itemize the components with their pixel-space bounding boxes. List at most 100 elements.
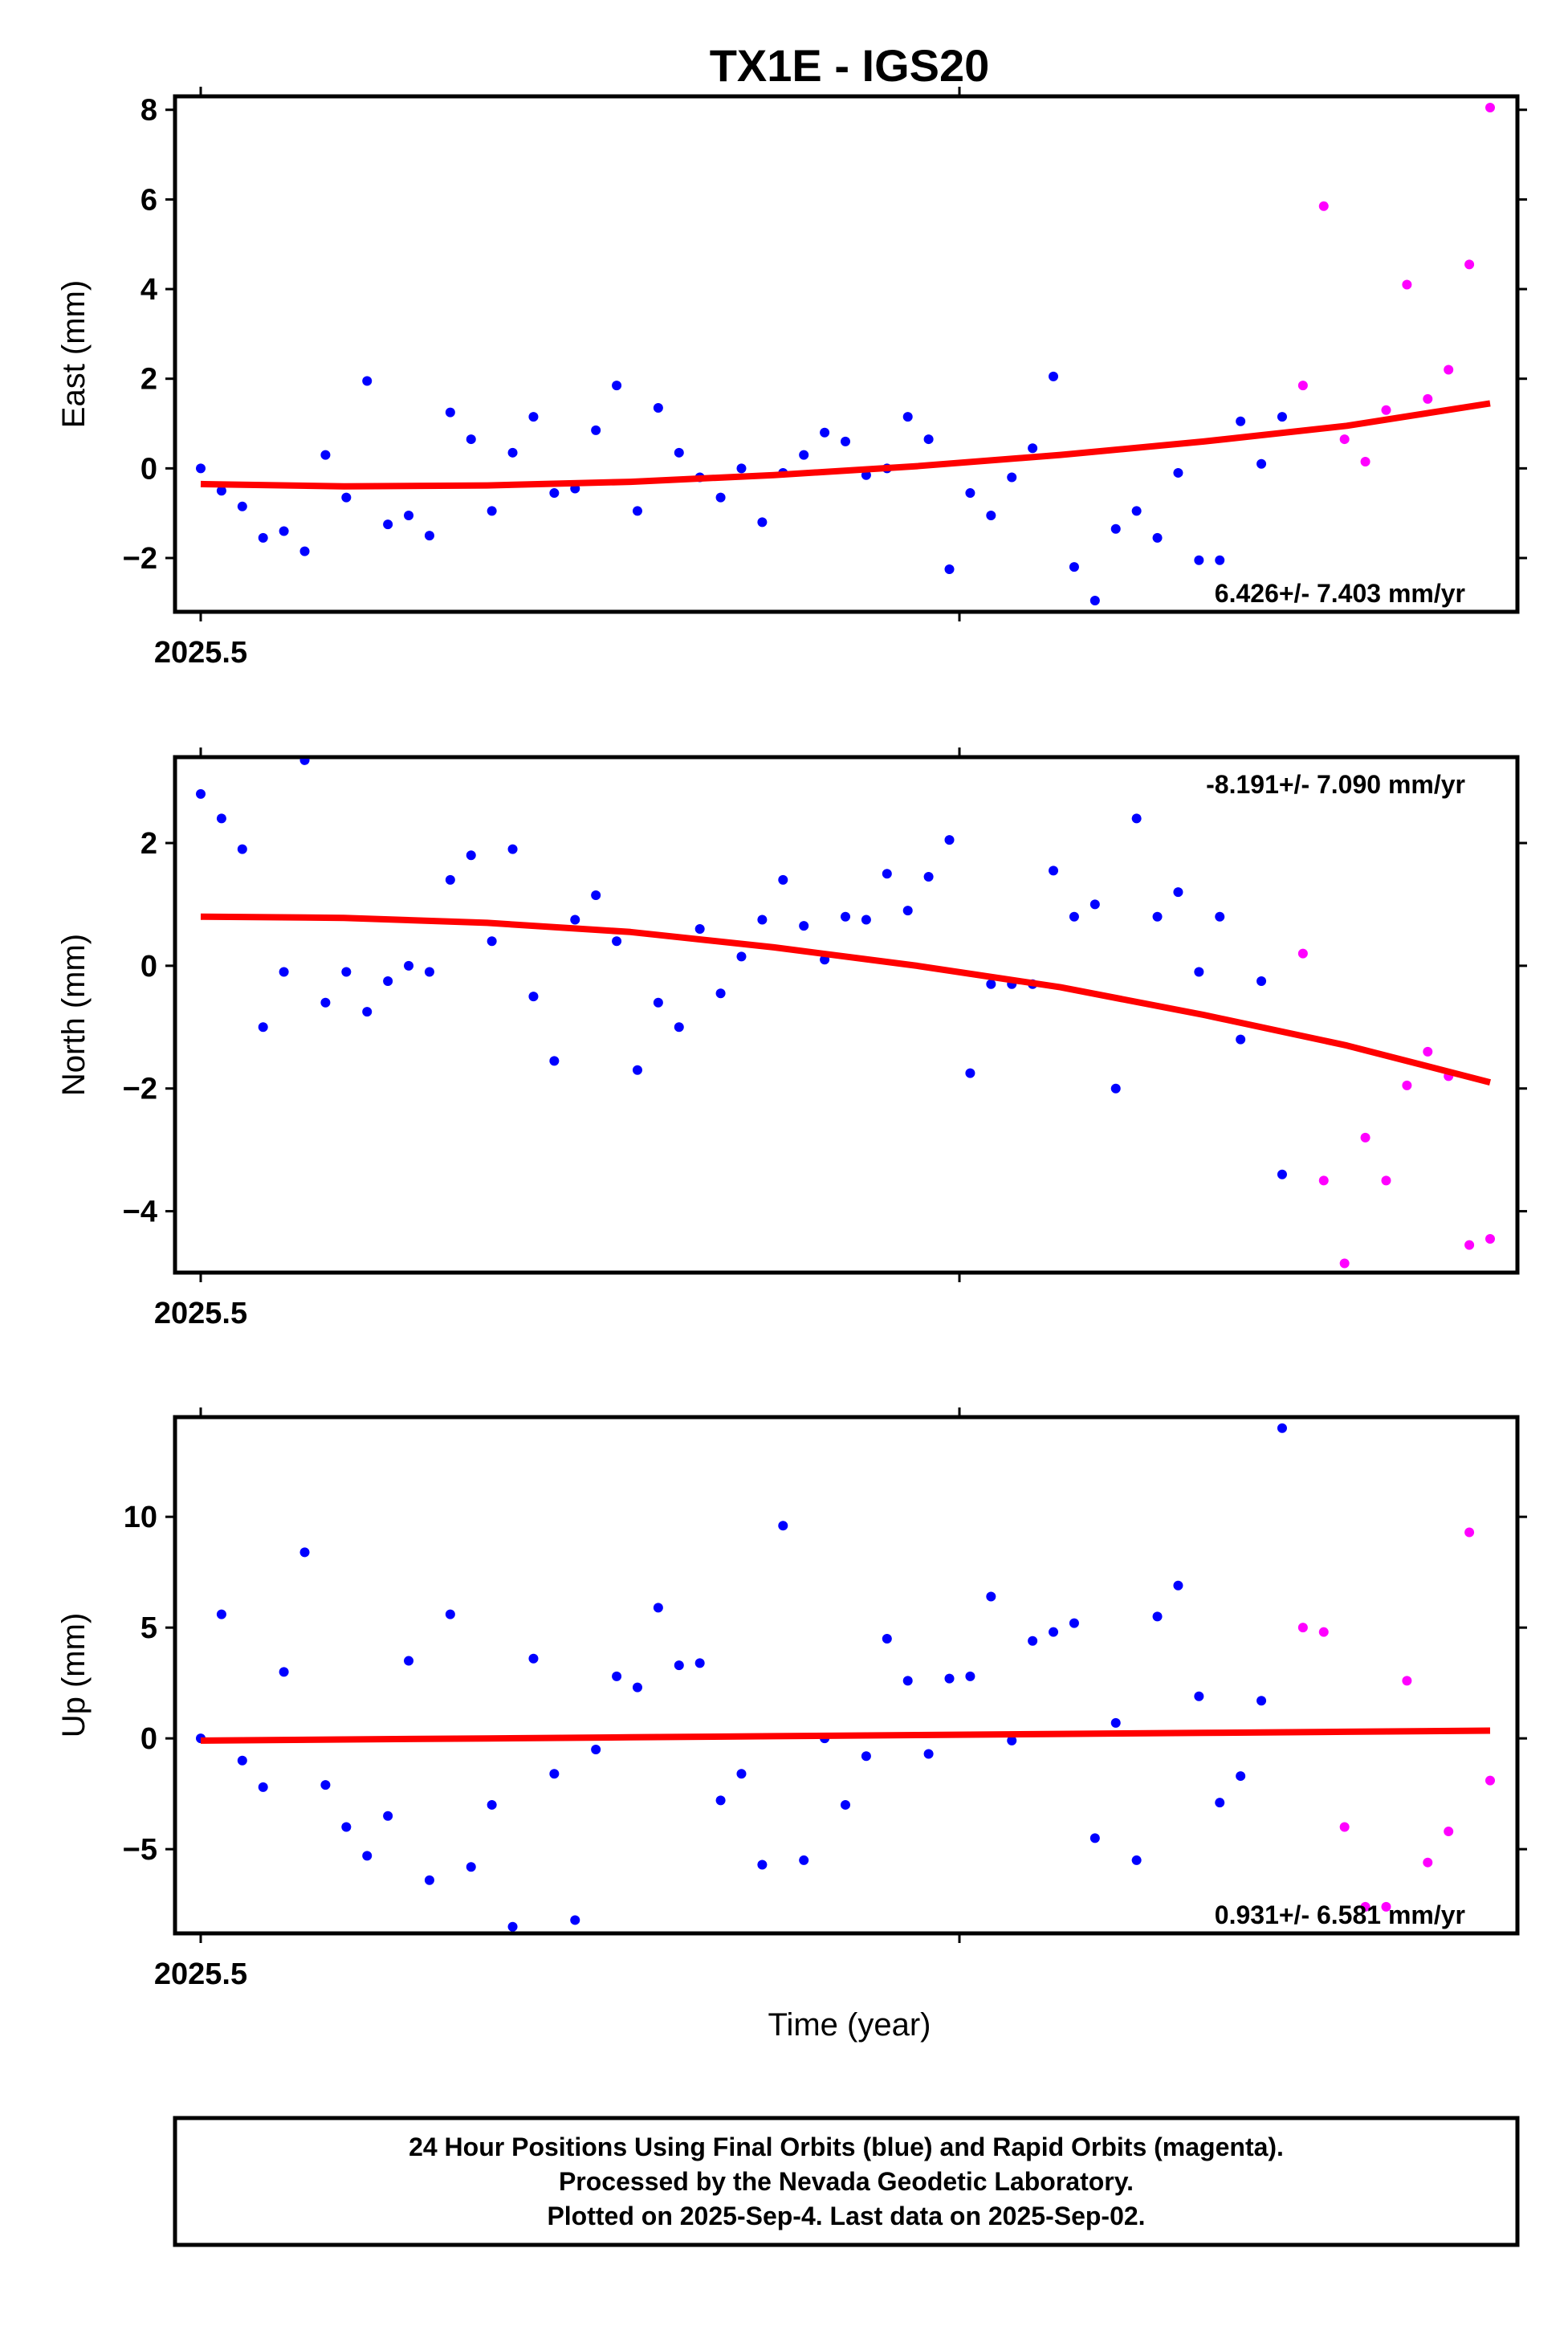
point-final <box>528 412 539 422</box>
point-final <box>1007 472 1017 483</box>
point-final <box>279 967 289 977</box>
point-final <box>902 412 913 422</box>
point-rapid <box>1318 201 1329 211</box>
point-final <box>1215 555 1225 565</box>
point-final <box>986 979 996 989</box>
panel-3: −5 0 5 10 2025.5 Up (mm) 0.931+/- 6.581 mm/yr <box>56 1407 1527 1991</box>
point-final <box>237 1755 247 1766</box>
point-rapid <box>1444 1827 1454 1837</box>
point-final <box>383 976 393 986</box>
point-rapid <box>1360 1132 1370 1143</box>
point-final <box>487 506 497 516</box>
point-rapid <box>1402 279 1412 290</box>
point-final <box>1131 813 1142 824</box>
point-final <box>986 510 996 520</box>
point-final <box>1028 443 1038 454</box>
point-rapid <box>1464 1527 1475 1538</box>
point-rapid <box>1297 1623 1308 1633</box>
point-final <box>1277 1423 1287 1433</box>
data-layer <box>196 1423 1495 1932</box>
point-final <box>965 1671 975 1681</box>
chart-panels: −2 0 2 4 6 8 2025.5 East (mm) 6.426+/- 7.403 mm/… <box>56 87 1527 1991</box>
point-final <box>757 914 768 925</box>
point-rapid <box>1360 1901 1370 1912</box>
point-final <box>923 872 934 882</box>
y-tick-label: −5 <box>123 1833 157 1867</box>
point-rapid <box>1464 1240 1475 1250</box>
point-final <box>362 376 373 386</box>
point-final <box>196 463 206 474</box>
point-final <box>1277 412 1287 422</box>
y-tick-label: 6 <box>141 183 157 217</box>
point-final <box>591 425 601 435</box>
point-final <box>299 546 310 556</box>
point-rapid <box>1444 365 1454 375</box>
x-axis-label: Time (year) <box>768 2007 931 2043</box>
point-final <box>965 1068 975 1078</box>
point-final <box>341 1822 352 1832</box>
point-rapid <box>1485 1233 1495 1244</box>
point-rapid <box>1339 1258 1350 1269</box>
point-final <box>445 874 455 885</box>
point-final <box>383 519 393 530</box>
point-final <box>445 1609 455 1619</box>
point-final <box>674 1660 684 1671</box>
point-final <box>341 492 352 503</box>
plot-frame <box>173 755 1520 1275</box>
point-final <box>1152 532 1163 543</box>
caption-line-1: 24 Hour Positions Using Final Orbits (bl… <box>409 2132 1284 2161</box>
point-final <box>944 564 955 574</box>
rate-label: -8.191+/- 7.090 mm/yr <box>1206 770 1465 799</box>
point-rapid <box>1381 405 1391 415</box>
point-final <box>1028 1635 1038 1646</box>
point-final <box>1277 1169 1287 1179</box>
point-final <box>736 951 747 962</box>
y-tick-label: 0 <box>141 950 157 984</box>
point-final <box>1194 1691 1204 1701</box>
point-rapid <box>1485 102 1495 112</box>
point-final <box>902 906 913 916</box>
y-tick-label: 10 <box>124 1501 157 1534</box>
point-final <box>632 1682 642 1693</box>
point-final <box>1131 506 1142 516</box>
point-final <box>487 1799 497 1810</box>
caption-line-2: Processed by the Nevada Geodetic Laborat… <box>559 2167 1134 2196</box>
point-final <box>861 914 871 925</box>
point-final <box>1152 1611 1163 1622</box>
point-final <box>1194 555 1204 565</box>
y-tick-label: −2 <box>123 1073 157 1106</box>
y-tick-label: 0 <box>141 1722 157 1756</box>
point-final <box>216 486 226 496</box>
point-final <box>299 759 310 765</box>
point-final <box>861 1751 871 1762</box>
x-tick-label: 2025.5 <box>154 1297 247 1330</box>
point-rapid <box>1381 1175 1391 1186</box>
point-final <box>778 874 788 885</box>
point-rapid <box>1318 1175 1329 1186</box>
point-final <box>1049 866 1059 876</box>
point-final <box>1215 1798 1225 1808</box>
point-final <box>757 1860 768 1870</box>
point-final <box>549 488 560 499</box>
point-final <box>1049 1627 1059 1637</box>
point-final <box>1069 562 1079 572</box>
point-final <box>196 788 206 799</box>
point-final <box>258 532 268 543</box>
point-final <box>902 1676 913 1686</box>
point-final <box>1256 458 1267 469</box>
point-final <box>299 1547 310 1558</box>
rate-label: 0.931+/- 6.581 mm/yr <box>1215 1900 1465 1929</box>
point-final <box>424 1875 434 1885</box>
point-final <box>1089 1833 1100 1843</box>
point-final <box>653 997 663 1008</box>
y-tick-label: 5 <box>141 1611 157 1645</box>
point-final <box>841 911 850 922</box>
y-axis-label: North (mm) <box>56 934 92 1096</box>
point-rapid <box>1318 1627 1329 1637</box>
x-tick-label: 2025.5 <box>154 1957 247 1991</box>
point-final <box>258 1782 268 1792</box>
point-final <box>778 1521 788 1531</box>
point-final <box>404 510 414 520</box>
fit-curve <box>200 400 1491 490</box>
point-final <box>404 960 414 971</box>
